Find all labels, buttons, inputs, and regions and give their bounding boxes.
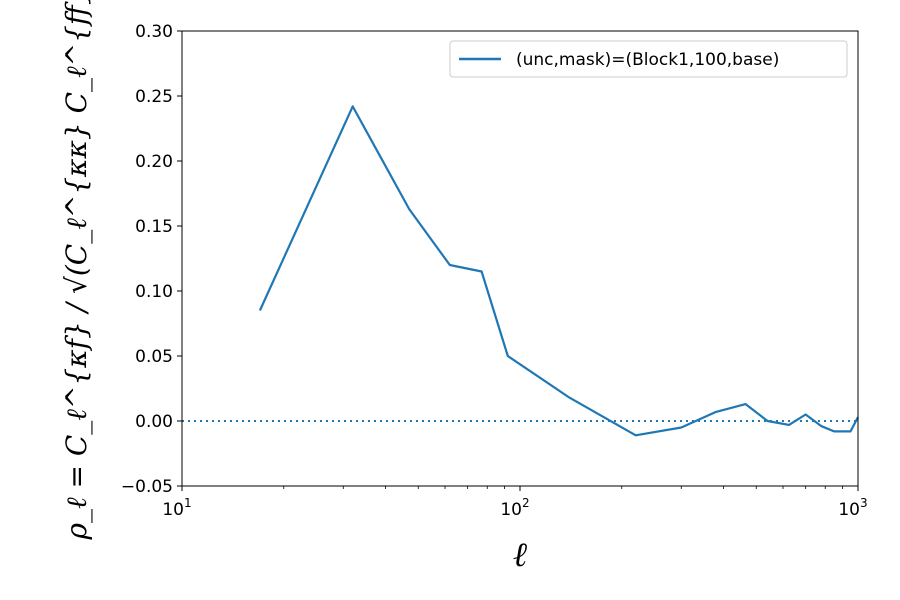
y-tick-label: 0.10 [135, 282, 173, 302]
x-tick-exponent: 3 [860, 496, 868, 510]
y-tick-label: 0.20 [135, 152, 173, 172]
y-tick-label: −0.05 [121, 477, 173, 497]
y-axis-label: ρ_ℓ = C_ℓ^{κf} / √(C_ℓ^{κκ} C_ℓ^{ff}) [60, 0, 93, 541]
x-tick-exponent: 1 [184, 496, 192, 510]
legend-label: (unc,mask)=(Block1,100,base) [516, 50, 779, 70]
series-line [258, 105, 859, 437]
y-axis-ticks: −0.05 0.00 0.05 0.10 0.15 0.20 0.25 0.30 [121, 22, 182, 497]
x-axis-ticks: 101 102 103 [162, 486, 868, 520]
x-axis-label: ℓ [513, 535, 527, 575]
series-layer [182, 105, 859, 437]
x-tick-base: 10 [838, 500, 860, 520]
x-tick-label: 102 [500, 496, 529, 520]
y-tick-label: 0.30 [135, 22, 173, 42]
y-tick-label: 0.00 [135, 412, 173, 432]
y-tick-label: 0.25 [135, 87, 173, 107]
x-tick-base: 10 [500, 500, 522, 520]
y-tick-label: 0.15 [135, 217, 173, 237]
x-tick-base: 10 [162, 500, 184, 520]
legend-box [449, 40, 848, 78]
legend: (unc,mask)=(Block1,100,base) [449, 40, 848, 78]
x-tick-label: 101 [162, 496, 191, 520]
x-tick-exponent: 2 [522, 496, 530, 510]
y-tick-label: 0.05 [135, 347, 173, 367]
x-tick-label: 103 [838, 496, 867, 520]
plot-frame [181, 30, 859, 487]
